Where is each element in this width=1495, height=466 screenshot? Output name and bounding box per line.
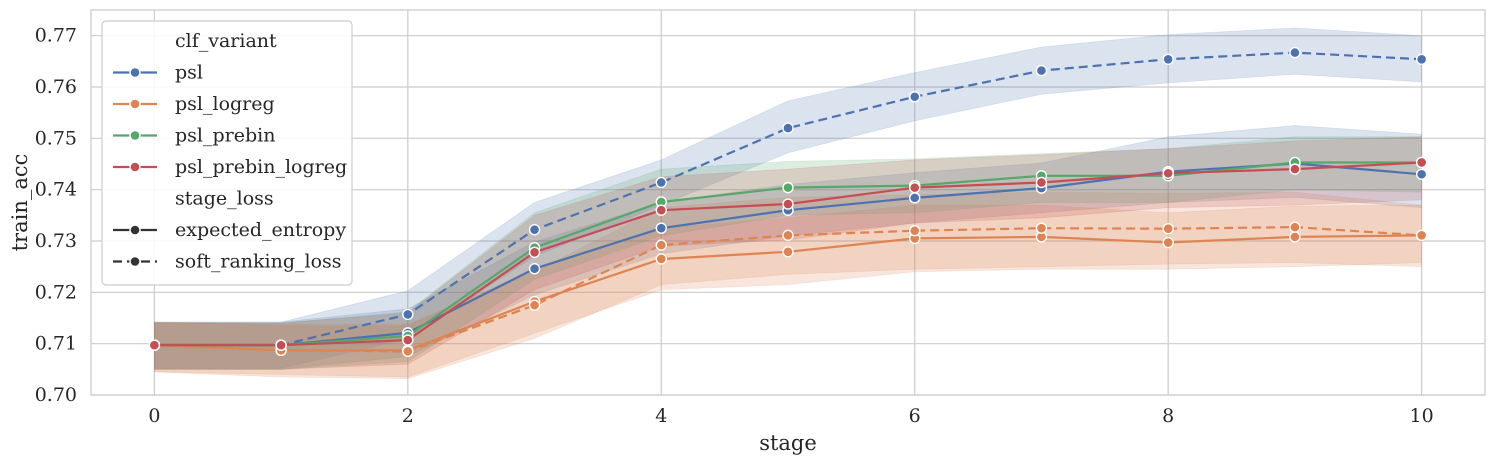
marker-psl-prebin-logreg-expected-entropy	[402, 334, 414, 346]
series-markers	[148, 46, 1428, 358]
y-tick-label: 0.73	[35, 230, 77, 252]
marker-psl-expected-entropy	[909, 192, 921, 204]
marker-psl-prebin-logreg-expected-entropy	[1035, 176, 1048, 189]
marker-psl-soft-ranking-loss	[1035, 64, 1048, 77]
legend-marker-psl-prebin	[129, 129, 141, 142]
line-psl-logreg-soft-ranking-loss	[154, 226, 1422, 353]
marker-psl-soft-ranking-loss	[1162, 53, 1174, 65]
marker-psl-prebin-logreg-expected-entropy	[148, 339, 161, 351]
legend-label-psl-prebin: psl_prebin	[175, 125, 275, 147]
band-psl-expected-entropy	[154, 125, 1422, 370]
marker-psl-prebin-expected-entropy	[782, 181, 794, 194]
marker-psl-logreg-soft-ranking-loss	[782, 229, 794, 242]
marker-psl-prebin-logreg-expected-entropy	[275, 339, 287, 351]
x-tick-label: 8	[1162, 405, 1174, 427]
marker-psl-soft-ranking-loss	[1289, 46, 1301, 59]
y-tick-label: 0.77	[35, 25, 77, 47]
legend-label-psl: psl	[175, 62, 203, 84]
x-tick-label: 2	[402, 405, 414, 427]
x-tick-label: 10	[1410, 405, 1434, 427]
legend-label-psl-logreg: psl_logreg	[175, 93, 275, 115]
marker-psl-logreg-soft-ranking-loss	[1035, 222, 1048, 234]
band-psl-soft-ranking-loss	[154, 27, 1422, 369]
marker-psl-soft-ranking-loss	[655, 176, 667, 189]
marker-psl-prebin-logreg-expected-entropy	[782, 198, 794, 210]
x-axis-label: stage	[759, 431, 817, 455]
marker-psl-logreg-soft-ranking-loss	[402, 345, 414, 358]
marker-psl-logreg-soft-ranking-loss	[1289, 221, 1301, 233]
band-psl-prebin-logreg-expected-entropy	[154, 136, 1422, 370]
legend-title-stage-loss: stage_loss	[175, 188, 274, 210]
marker-psl-logreg-soft-ranking-loss	[1162, 222, 1174, 235]
marker-psl-logreg-soft-ranking-loss	[909, 225, 921, 237]
legend-label-expected-entropy: expected_entropy	[175, 219, 346, 241]
marker-psl-soft-ranking-loss	[528, 224, 541, 236]
marker-psl-logreg-soft-ranking-loss	[1415, 229, 1428, 242]
y-tick-label: 0.75	[35, 127, 77, 149]
legend-label-psl-prebin-logreg: psl_prebin_logreg	[175, 156, 347, 178]
legend-title-clf-variant: clf_variant	[175, 30, 277, 52]
plot-frame	[90, 9, 1486, 396]
marker-psl-soft-ranking-loss	[402, 308, 414, 321]
x-tick-label: 0	[148, 405, 160, 427]
marker-psl-expected-entropy	[655, 222, 667, 234]
marker-psl-expected-entropy	[528, 263, 541, 275]
marker-psl-prebin-logreg-expected-entropy	[655, 204, 667, 216]
legend-marker-psl-logreg	[129, 98, 141, 110]
y-tick-label: 0.71	[35, 333, 77, 355]
y-tick-label: 0.76	[35, 76, 77, 98]
marker-psl-logreg-soft-ranking-loss	[528, 299, 541, 311]
marker-psl-logreg-expected-entropy	[1162, 236, 1174, 249]
y-tick-label: 0.72	[35, 281, 77, 303]
marker-psl-logreg-soft-ranking-loss	[655, 239, 667, 251]
marker-psl-expected-entropy	[1415, 168, 1428, 180]
legend-marker-expected-entropy	[129, 224, 141, 236]
y-tick-label: 0.70	[35, 384, 77, 406]
marker-psl-logreg-expected-entropy	[1289, 231, 1301, 243]
legend-marker-psl-prebin-logreg	[129, 161, 141, 173]
marker-psl-prebin-logreg-expected-entropy	[1162, 167, 1174, 179]
marker-psl-prebin-logreg-expected-entropy	[1289, 163, 1301, 175]
line-psl-soft-ranking-loss	[154, 51, 1422, 347]
x-tick-label: 6	[909, 405, 921, 427]
x-axis-ticks: 0 2 4 6 8 10	[148, 405, 1433, 427]
y-axis-label: train_acc	[8, 154, 32, 252]
marker-psl-soft-ranking-loss	[909, 91, 921, 103]
marker-psl-prebin-logreg-expected-entropy	[909, 181, 921, 194]
y-tick-label: 0.74	[35, 179, 77, 201]
y-axis-ticks: 0.70 0.71 0.72 0.73 0.74 0.75 0.76 0.77	[35, 25, 77, 406]
legend: clf_variant stage_loss psl psl_logreg psl_…	[101, 20, 353, 286]
legend-marker-psl	[129, 66, 141, 79]
marker-psl-prebin-logreg-expected-entropy	[528, 246, 541, 258]
legend-box	[101, 20, 353, 286]
legend-marker-soft-ranking-loss	[129, 255, 141, 268]
band-psl-prebin-expected-entropy	[154, 136, 1422, 370]
x-tick-label: 4	[655, 405, 667, 427]
marker-psl-logreg-expected-entropy	[782, 246, 794, 258]
marker-psl-prebin-logreg-expected-entropy	[1415, 156, 1428, 169]
marker-psl-logreg-expected-entropy	[655, 253, 667, 265]
marker-psl-soft-ranking-loss	[782, 122, 794, 134]
legend-label-soft-ranking-loss: soft_ranking_loss	[175, 251, 342, 273]
marker-psl-soft-ranking-loss	[1415, 53, 1428, 65]
